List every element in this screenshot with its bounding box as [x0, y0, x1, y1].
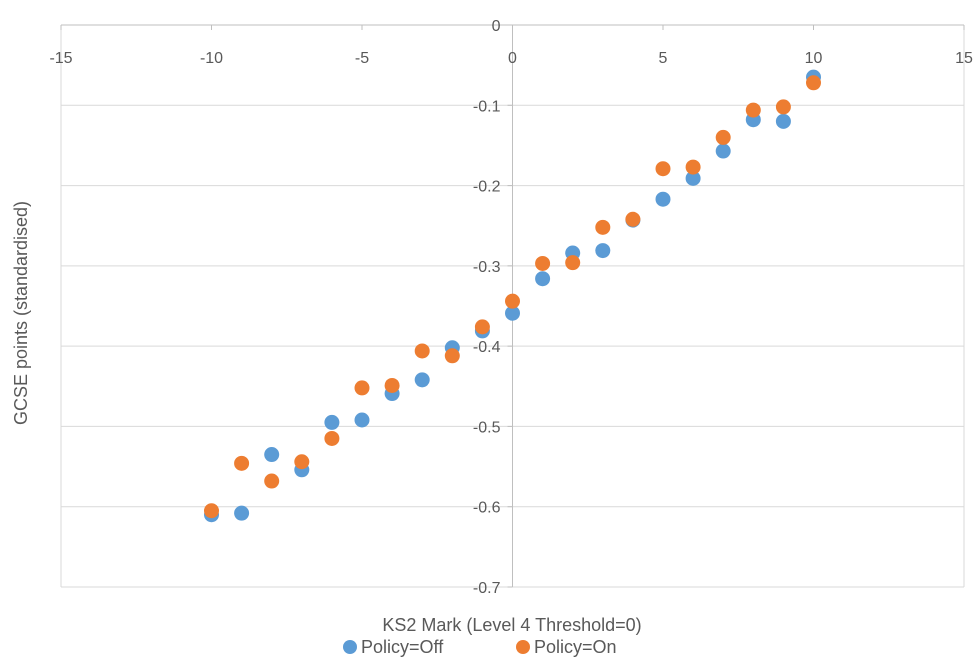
- data-point-policy-off: [354, 412, 370, 428]
- data-point-policy-on: [444, 348, 460, 364]
- data-point-policy-on: [324, 430, 340, 446]
- data-point-policy-off: [535, 271, 551, 287]
- data-point-policy-off: [264, 447, 280, 463]
- y-tick-label: -0.3: [473, 259, 501, 276]
- data-point-policy-on: [685, 159, 701, 175]
- legend-marker-policy-on: [516, 640, 530, 654]
- data-point-policy-off: [655, 191, 671, 207]
- y-tick-label: -0.6: [473, 500, 501, 517]
- data-point-policy-on: [595, 219, 611, 235]
- legend: Policy=Off Policy=On: [343, 637, 617, 657]
- data-point-policy-off: [715, 143, 731, 159]
- legend-label-policy-off: Policy=Off: [361, 637, 444, 657]
- x-tick-label: -5: [355, 50, 369, 67]
- y-axis-title: GCSE points (standardised): [11, 201, 31, 425]
- y-tick-label: -0.4: [473, 339, 501, 356]
- legend-item-policy-off: Policy=Off: [343, 637, 444, 657]
- data-point-policy-on: [535, 255, 551, 271]
- x-tick-label: -10: [200, 50, 223, 67]
- tick-label-layer: -15 -10 -5 0 5 10 15 0 -0.1 -0.2 -0.3 -0.4 -0.5 -0.6 -…: [49, 18, 973, 597]
- data-point-policy-off: [505, 305, 520, 321]
- data-point-policy-on: [354, 380, 370, 396]
- y-tick-label: -0.2: [473, 179, 501, 196]
- data-point-policy-on: [384, 377, 400, 393]
- data-point-policy-on: [414, 343, 430, 359]
- legend-marker-policy-off: [343, 640, 357, 654]
- data-point-policy-off: [414, 372, 430, 388]
- legend-item-policy-on: Policy=On: [516, 637, 617, 657]
- data-point-policy-on: [204, 503, 219, 519]
- data-point-policy-off: [324, 414, 340, 430]
- data-point-policy-on: [474, 319, 490, 335]
- data-point-policy-on: [625, 211, 641, 227]
- data-point-policy-on: [264, 473, 280, 489]
- data-point-layer: [204, 69, 821, 523]
- legend-label-policy-on: Policy=On: [534, 637, 617, 657]
- data-point-policy-off: [685, 170, 701, 186]
- x-tick-label: -15: [49, 50, 72, 67]
- y-tick-label: 0: [492, 18, 501, 35]
- y-tick-label: -0.7: [473, 580, 501, 597]
- data-point-policy-on: [655, 161, 671, 177]
- data-point-policy-on: [294, 454, 310, 470]
- data-point-policy-on: [505, 293, 520, 309]
- data-point-policy-off: [234, 505, 250, 521]
- x-tick-label: 5: [659, 50, 668, 67]
- x-tick-label: 0: [508, 50, 517, 67]
- data-point-policy-on: [715, 129, 731, 145]
- x-axis-title: KS2 Mark (Level 4 Threshold=0): [382, 615, 641, 635]
- y-tick-label: -0.1: [473, 98, 501, 115]
- x-tick-label: 10: [805, 50, 823, 67]
- data-point-policy-on: [234, 455, 250, 471]
- y-tick-label: -0.5: [473, 419, 501, 436]
- x-tick-label: 15: [955, 50, 973, 67]
- data-point-policy-on: [745, 102, 761, 118]
- data-point-policy-on: [806, 75, 821, 91]
- data-point-policy-off: [775, 113, 791, 129]
- data-point-policy-on: [775, 99, 791, 115]
- data-point-policy-off: [595, 243, 611, 259]
- data-point-policy-on: [565, 255, 581, 271]
